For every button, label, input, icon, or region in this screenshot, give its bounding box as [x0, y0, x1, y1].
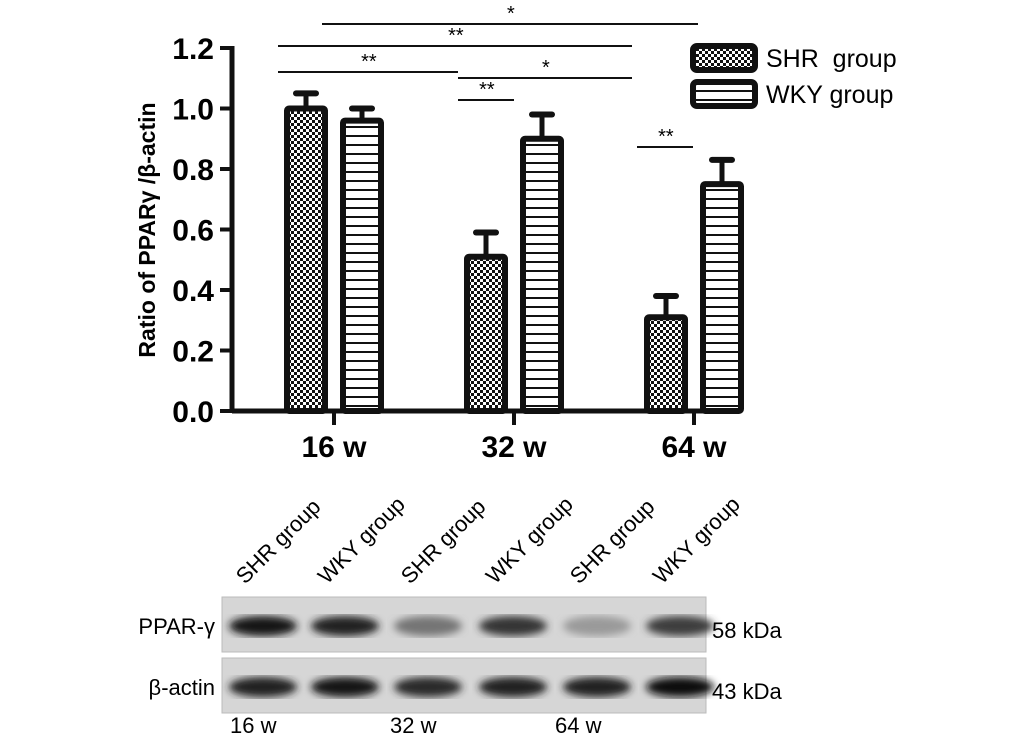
- time-label: 32 w: [390, 713, 437, 738]
- y-tick-label: 0.4: [172, 275, 214, 308]
- row-label: β-actin: [149, 675, 215, 700]
- y-axis-label: Ratio of PPARγ /β-actin: [134, 102, 160, 357]
- legend-swatch: [690, 43, 758, 73]
- row-label: PPAR-γ: [138, 614, 215, 639]
- legend-label: WKY group: [766, 81, 893, 109]
- x-tick-label: 32 w: [481, 431, 547, 464]
- x-tick-label: 64 w: [661, 431, 727, 464]
- blot-band: [563, 677, 631, 697]
- lane-label: WKY group: [481, 492, 578, 589]
- blot-band: [563, 616, 631, 636]
- blot-band: [646, 616, 714, 636]
- legend-swatch: [690, 79, 758, 109]
- lane-label: SHR group: [565, 494, 660, 589]
- time-label: 64 w: [555, 713, 602, 738]
- significance-label: *: [541, 57, 550, 79]
- blot-band: [646, 677, 714, 697]
- blot-band: [229, 677, 297, 697]
- blot-band: [311, 616, 379, 636]
- y-tick-label: 0.8: [172, 154, 214, 187]
- significance-label: **: [360, 51, 377, 73]
- significance-label: **: [478, 79, 495, 101]
- legend-label: SHR group: [766, 45, 897, 73]
- blot-band: [479, 616, 547, 636]
- bar-wky: [700, 181, 744, 414]
- lane-label: SHR group: [396, 494, 491, 589]
- y-tick-label: 0.0: [172, 396, 214, 429]
- y-tick-label: 0.2: [172, 336, 214, 369]
- molecular-weight: 43 kDa: [712, 679, 782, 704]
- significance-label: **: [657, 126, 674, 148]
- lane-label: SHR group: [231, 494, 326, 589]
- blot-band: [479, 677, 547, 697]
- y-tick-label: 0.6: [172, 215, 214, 248]
- blot-band: [311, 677, 379, 697]
- molecular-weight: 58 kDa: [712, 618, 782, 643]
- y-tick-label: 1.0: [172, 94, 214, 127]
- bar-chart: 0.0 0.2 0.4 0.6 0.8 1.0 1.2 Ratio of PPARγ /β-a…: [134, 3, 897, 464]
- blot-band: [394, 616, 462, 636]
- bar-shr: [284, 105, 328, 414]
- bar-shr: [644, 314, 688, 415]
- blot-band: [229, 616, 297, 636]
- blot-band: [394, 677, 462, 697]
- significance-label: *: [506, 3, 515, 25]
- bar-wky: [340, 117, 384, 414]
- bar-wky: [520, 135, 564, 414]
- y-tick-label: 1.2: [172, 33, 214, 66]
- x-tick-label: 16 w: [301, 431, 367, 464]
- lane-label: WKY group: [648, 492, 745, 589]
- time-label: 16 w: [230, 713, 277, 738]
- significance-label: **: [447, 25, 464, 47]
- lane-label: WKY group: [313, 492, 410, 589]
- bar-shr: [464, 253, 508, 414]
